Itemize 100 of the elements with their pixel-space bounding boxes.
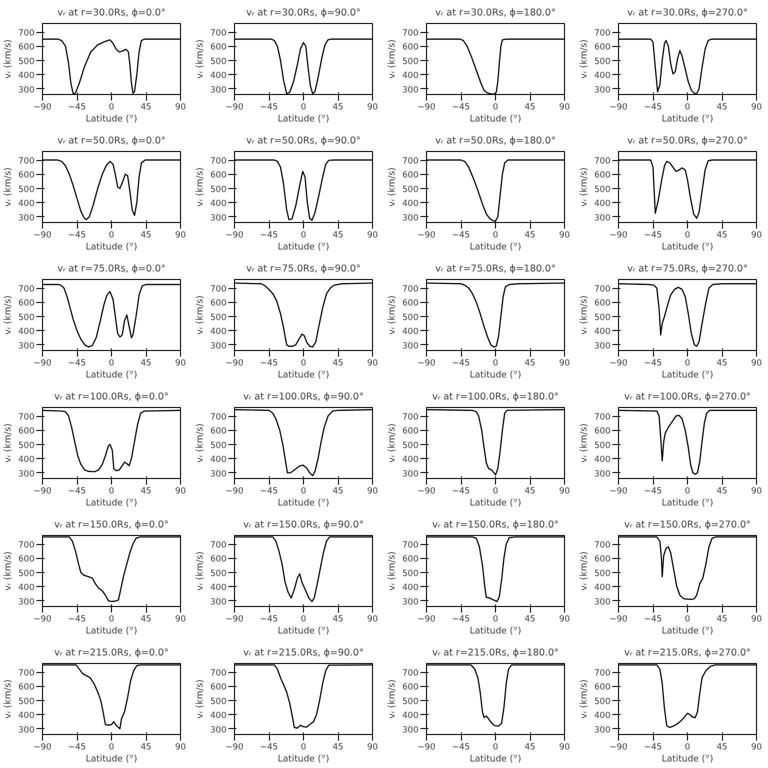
x-tick-label: 0	[300, 614, 306, 624]
x-tick-label: −90	[226, 230, 244, 240]
y-tick-label: 400	[210, 199, 227, 210]
x-tick-label: −90	[226, 614, 244, 624]
x-tick-label: 0	[108, 742, 114, 752]
y-tick-label: 500	[402, 312, 419, 323]
y-tick-label: 400	[594, 199, 611, 210]
chart-title: vᵣ at r=215.0Rs, ϕ=180.0°	[432, 648, 559, 658]
x-tick-label: −90	[418, 742, 436, 752]
y-tick-label: 600	[594, 682, 611, 693]
x-tick-label: 90	[367, 102, 378, 112]
x-tick-label: 90	[367, 230, 378, 240]
y-tick-label: 600	[594, 554, 611, 565]
line-series	[618, 283, 756, 347]
y-tick-label: 400	[18, 711, 35, 722]
chart-title: vᵣ at r=100.0Rs, ϕ=90.0°	[243, 392, 364, 402]
y-tick-label: 600	[594, 42, 611, 53]
y-axis-title: vᵣ (km/s)	[579, 551, 590, 591]
y-axis-title: vᵣ (km/s)	[579, 423, 590, 463]
chart-title: vᵣ at r=150.0Rs, ϕ=180.0°	[432, 520, 559, 530]
y-tick-label: 300	[18, 213, 35, 224]
x-axis-title: Latitude (°)	[470, 498, 522, 508]
y-tick-label: 500	[594, 568, 611, 579]
y-tick-label: 300	[594, 85, 611, 96]
x-tick-label: −45	[260, 102, 278, 112]
x-tick-label: 45	[716, 358, 728, 368]
x-axis-title: Latitude (°)	[278, 754, 330, 764]
x-axis-title: Latitude (°)	[470, 370, 522, 380]
x-tick-label: 45	[332, 486, 344, 496]
chart-title: vᵣ at r=30.0Rs, ϕ=180.0°	[435, 8, 556, 18]
y-tick-label: 500	[18, 56, 35, 67]
y-axis-title: vᵣ (km/s)	[387, 39, 398, 79]
y-tick-label: 600	[402, 426, 419, 437]
y-tick-label: 700	[18, 668, 35, 679]
x-tick-label: 90	[559, 358, 570, 368]
x-tick-label: −45	[68, 614, 86, 624]
x-tick-label: 45	[716, 614, 728, 624]
x-tick-label: 45	[524, 486, 536, 496]
x-tick-label: 0	[684, 486, 690, 496]
y-tick-label: 700	[402, 284, 419, 295]
y-tick-label: 600	[210, 426, 227, 437]
x-tick-label: −90	[34, 742, 52, 752]
y-axis-title: vᵣ (km/s)	[387, 423, 398, 463]
x-tick-label: 45	[524, 230, 536, 240]
x-tick-label: 45	[140, 486, 152, 496]
y-tick-label: 700	[594, 28, 611, 39]
x-axis-title: Latitude (°)	[86, 498, 138, 508]
y-tick-label: 500	[402, 184, 419, 195]
y-tick-label: 400	[210, 71, 227, 82]
x-tick-label: −45	[644, 230, 662, 240]
y-axis-title: vᵣ (km/s)	[195, 679, 206, 719]
y-tick-label: 400	[18, 199, 35, 210]
x-tick-label: 0	[684, 614, 690, 624]
x-tick-label: 0	[684, 742, 690, 752]
x-tick-label: 90	[751, 230, 762, 240]
x-tick-label: 45	[332, 614, 344, 624]
y-axis-title: vᵣ (km/s)	[3, 295, 14, 335]
y-tick-label: 500	[210, 568, 227, 579]
x-tick-label: 90	[175, 230, 186, 240]
x-tick-label: −90	[226, 102, 244, 112]
y-axis-title: vᵣ (km/s)	[387, 551, 398, 591]
y-tick-label: 700	[210, 28, 227, 39]
y-tick-label: 300	[210, 597, 227, 608]
y-axis-title: vᵣ (km/s)	[195, 551, 206, 591]
x-tick-label: −45	[68, 358, 86, 368]
y-axis-title: vᵣ (km/s)	[195, 423, 206, 463]
x-tick-label: 90	[175, 102, 186, 112]
x-tick-label: 0	[684, 358, 690, 368]
y-axis-title: vᵣ (km/s)	[3, 167, 14, 207]
x-tick-label: −45	[452, 614, 470, 624]
y-tick-label: 700	[594, 540, 611, 551]
chart-title: vᵣ at r=150.0Rs, ϕ=270.0°	[624, 520, 751, 530]
x-tick-label: −45	[68, 742, 86, 752]
y-tick-label: 300	[210, 85, 227, 96]
x-tick-label: −45	[260, 230, 278, 240]
x-tick-label: −45	[452, 102, 470, 112]
chart-title: vᵣ at r=30.0Rs, ϕ=90.0°	[246, 8, 361, 18]
y-tick-label: 500	[594, 312, 611, 323]
y-tick-label: 400	[18, 71, 35, 82]
line-series	[42, 410, 180, 472]
x-tick-label: −90	[34, 102, 52, 112]
y-tick-label: 300	[402, 725, 419, 736]
y-tick-label: 300	[402, 341, 419, 352]
y-tick-label: 700	[594, 412, 611, 423]
x-tick-label: −45	[260, 614, 278, 624]
x-tick-label: 0	[492, 358, 498, 368]
y-tick-label: 400	[402, 711, 419, 722]
x-tick-label: −45	[68, 486, 86, 496]
y-tick-label: 600	[18, 426, 35, 437]
chart-title: vᵣ at r=75.0Rs, ϕ=180.0°	[435, 264, 556, 274]
x-tick-label: 90	[175, 358, 186, 368]
x-tick-label: 0	[108, 486, 114, 496]
y-tick-label: 700	[210, 284, 227, 295]
y-tick-label: 700	[18, 28, 35, 39]
x-tick-label: 0	[492, 486, 498, 496]
x-tick-label: 0	[492, 614, 498, 624]
y-tick-label: 400	[402, 583, 419, 594]
x-tick-label: 0	[108, 102, 114, 112]
chart-title: vᵣ at r=150.0Rs, ϕ=90.0°	[243, 520, 364, 530]
x-tick-label: 0	[300, 742, 306, 752]
